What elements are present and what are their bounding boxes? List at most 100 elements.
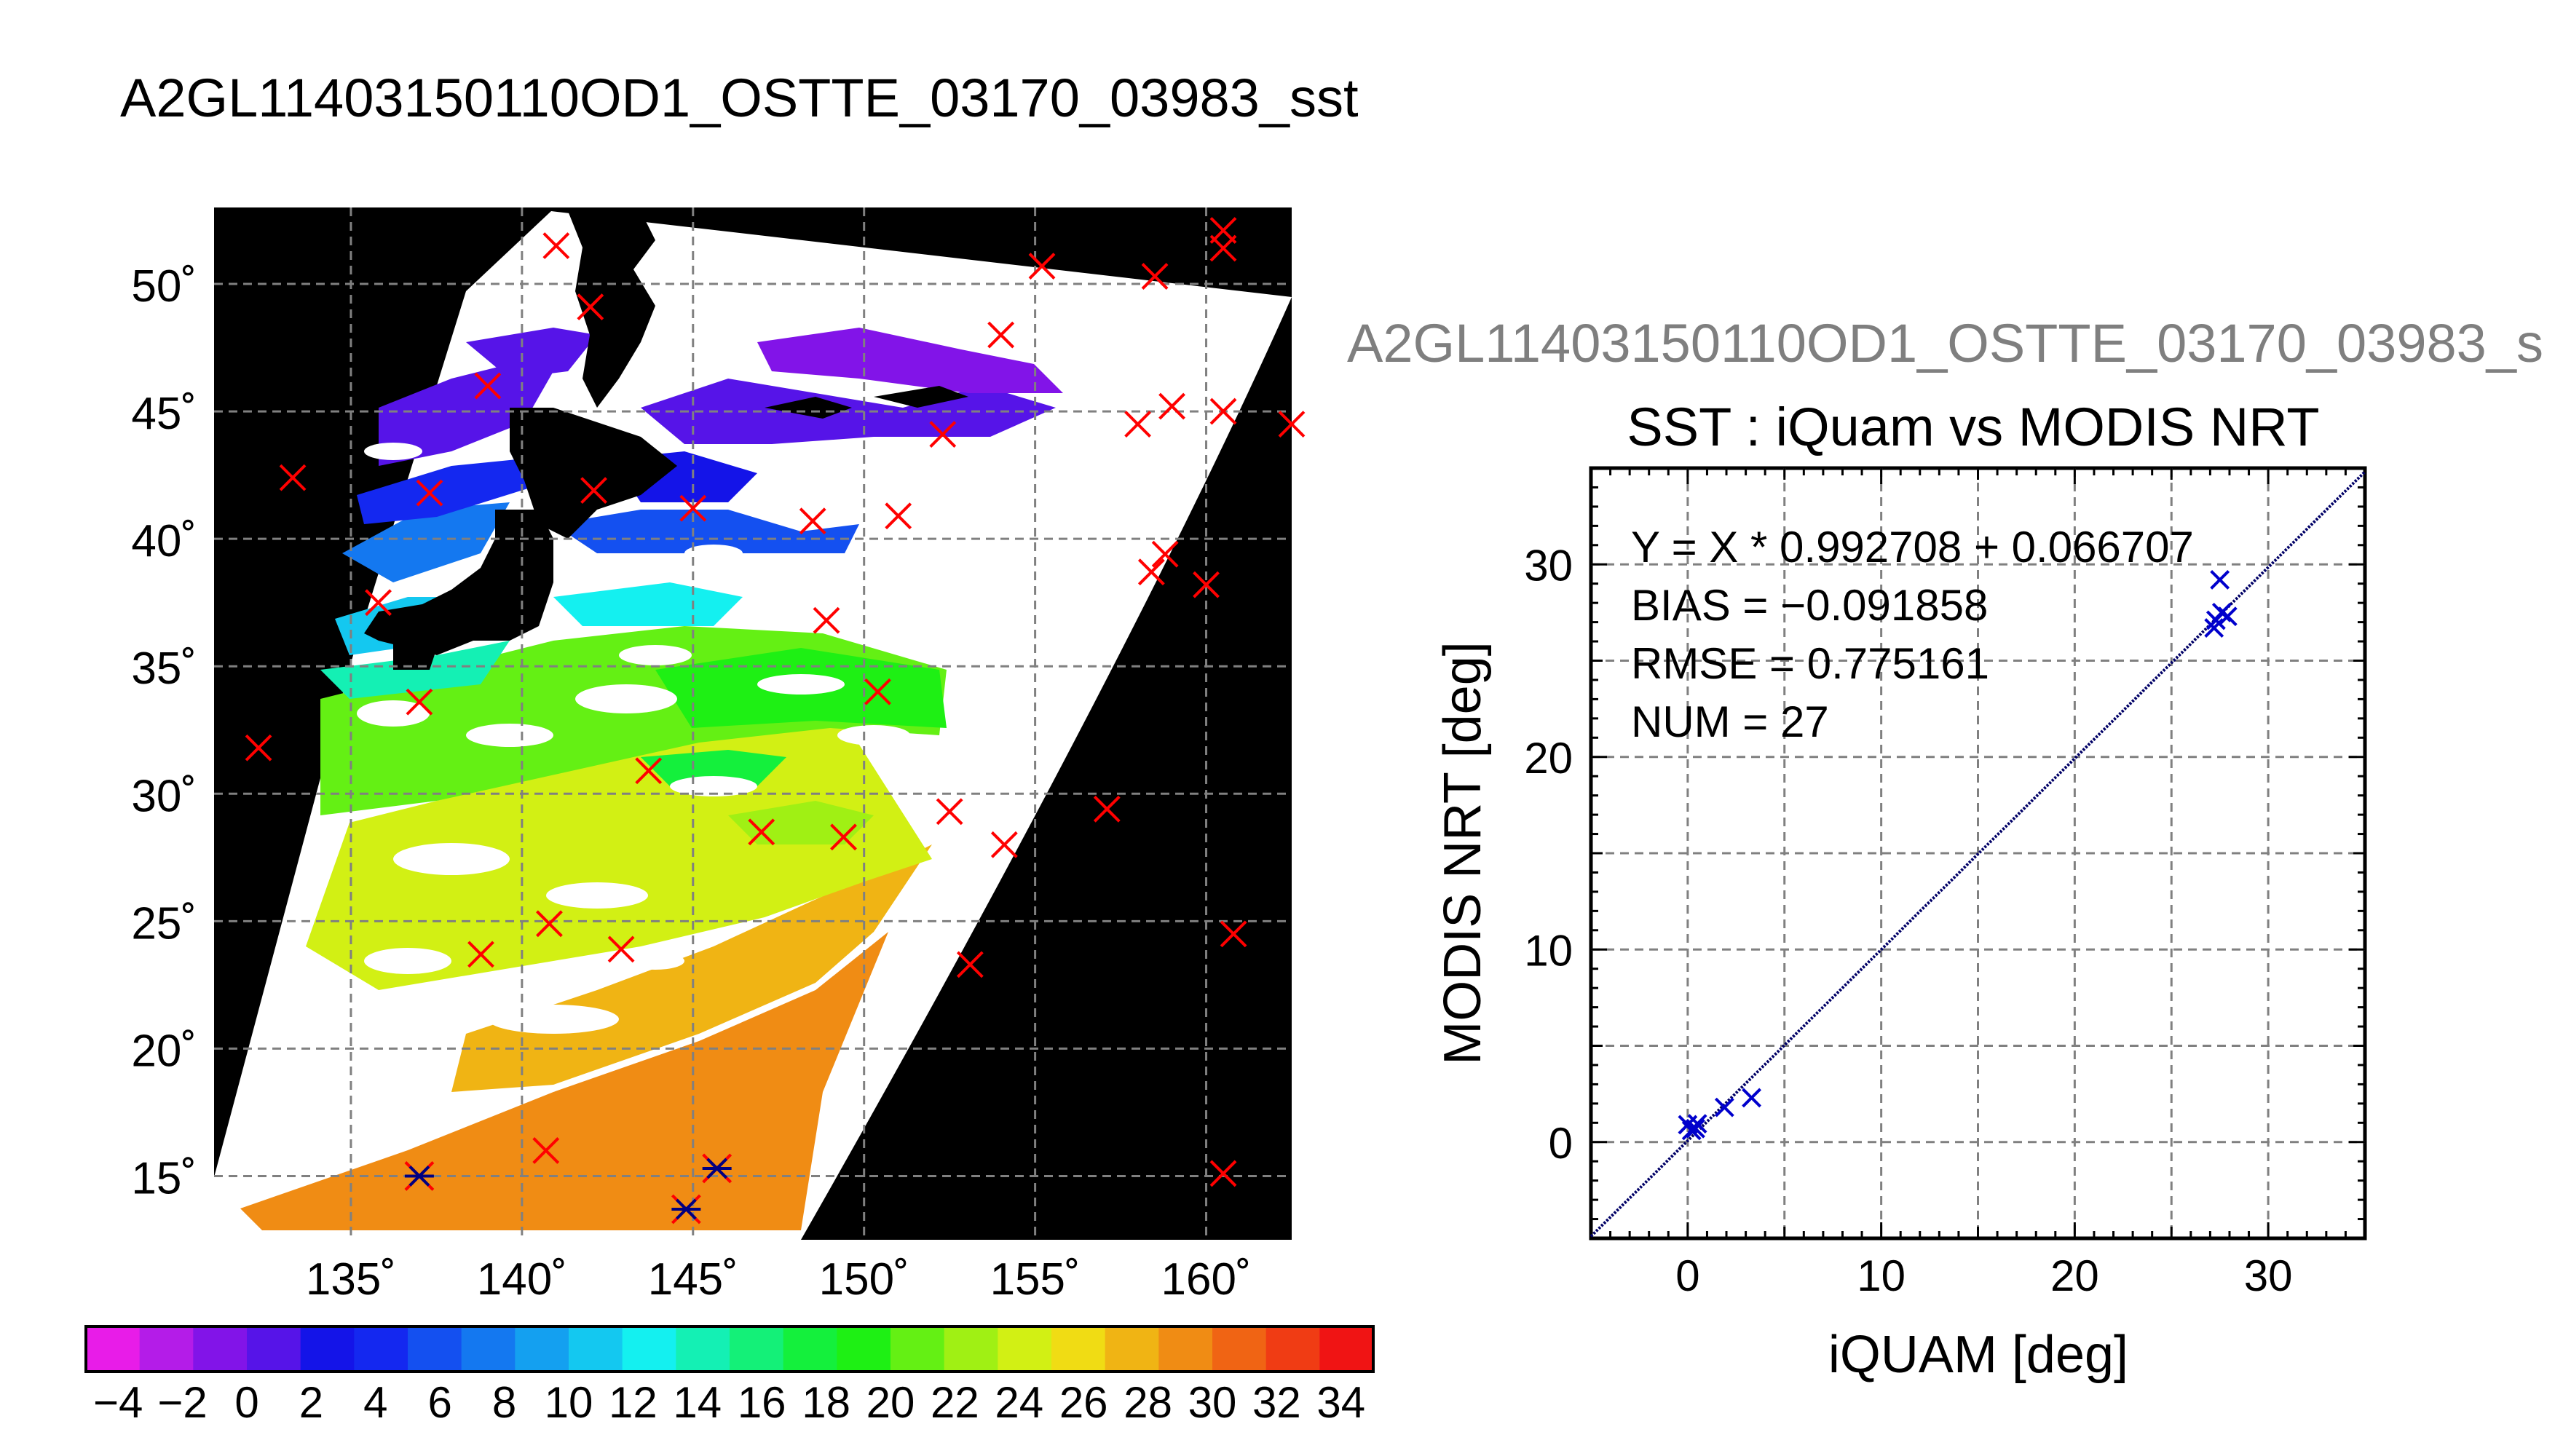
sst-field-region xyxy=(466,328,597,379)
colorbar-tick-label: 6 xyxy=(428,1378,452,1427)
map-latitude-label: 30˚ xyxy=(131,771,197,821)
map-matchup-marker xyxy=(580,477,607,505)
land-mass xyxy=(874,386,968,408)
colorbar-tick-label: 8 xyxy=(492,1378,516,1427)
colorbar-cell xyxy=(1212,1326,1267,1372)
colorbar-tick-label: 32 xyxy=(1252,1378,1301,1427)
colorbar-tick-labels: −4 −2 0 2 4 6 8 10 12 14 16 18 20 22 24 26 28 30 32 34 xyxy=(93,1378,1365,1427)
map-matchup-markers xyxy=(245,217,1306,1224)
map-matchup-marker xyxy=(416,479,443,507)
scatter-stat-line: Y = X * 0.992708 + 0.066707 xyxy=(1631,523,2194,571)
map-matchup-marker-stroke xyxy=(542,232,570,259)
map-matchup-marker-stroke xyxy=(748,818,775,846)
colorbar-cell xyxy=(408,1326,462,1372)
map-matchup-marker xyxy=(1209,1160,1237,1187)
map-matchup-marker xyxy=(936,798,963,826)
map-matchup-marker xyxy=(1158,392,1185,420)
colorbar-cell xyxy=(300,1326,355,1372)
scatter-y-tick-labels: 0 10 20 30 xyxy=(1524,541,1573,1168)
map-latitude-label: 20˚ xyxy=(131,1026,197,1076)
colorbar-frame xyxy=(84,1325,1375,1373)
map-matchup-marker-stroke xyxy=(987,321,1015,349)
colorbar-cell xyxy=(1158,1326,1213,1372)
colorbar-tick-label: 34 xyxy=(1316,1378,1365,1427)
scatter-y-tick-label: 10 xyxy=(1524,926,1573,975)
map-latitude-label: 15˚ xyxy=(131,1153,197,1203)
map-matchup-marker-stroke xyxy=(799,507,826,535)
map-matchup-marker-stroke xyxy=(467,941,494,968)
cloud-patch xyxy=(393,843,510,875)
cloud-patch xyxy=(488,1005,619,1034)
colorbar-cell xyxy=(998,1326,1052,1372)
map-matchup-marker-stroke xyxy=(1151,540,1179,568)
sst-colorbar: −4 −2 0 2 4 6 8 10 12 14 16 18 20 22 24 26 28 30 32 34 xyxy=(84,1325,1375,1427)
land-mass xyxy=(510,408,677,539)
sst-field-region xyxy=(240,932,888,1230)
map-matchup-marker-stroke xyxy=(830,823,857,851)
map-matchup-marker-stroke xyxy=(279,464,307,491)
map-matchup-marker-stroke xyxy=(1278,411,1306,438)
scatter-x-tick-label: 10 xyxy=(1857,1251,1906,1300)
cloud-patch xyxy=(466,724,553,747)
cloud-patch xyxy=(619,645,692,665)
cloud-patch xyxy=(364,443,422,460)
scatter-point xyxy=(1714,1097,1734,1117)
sst-field-region xyxy=(357,459,553,524)
map-matchup-marker-stroke xyxy=(956,951,984,978)
map-latitude-label: 45˚ xyxy=(131,389,197,439)
map-matchup-marker xyxy=(956,951,984,978)
colorbar-tick-label: 2 xyxy=(299,1378,323,1427)
map-matchup-marker xyxy=(1220,920,1247,948)
cloud-patch xyxy=(757,674,845,695)
sst-field-region xyxy=(306,699,932,990)
map-matchup-marker-stroke xyxy=(679,494,707,522)
scatter-point xyxy=(1687,1114,1707,1134)
colorbar-tick-label: 4 xyxy=(363,1378,387,1427)
map-matchup-marker xyxy=(577,293,604,320)
map-matchup-marker xyxy=(1209,397,1237,425)
scatter-panel: A2GL11403150110OD1_OSTTE_03170_03983_s S… xyxy=(1347,313,2543,1384)
scatter-ticks xyxy=(1590,467,2366,1240)
map-matchup-marker xyxy=(830,823,857,851)
cloud-patch xyxy=(684,545,743,562)
scatter-x-tick-label: 20 xyxy=(2050,1251,2099,1300)
map-matchup-marker-stroke xyxy=(365,589,392,617)
sst-field-region xyxy=(757,328,1063,393)
colorbar-cell xyxy=(354,1326,408,1372)
scatter-x-axis-label: iQUAM [deg] xyxy=(1828,1326,2128,1384)
map-matchup-marker xyxy=(1209,234,1237,262)
land-mass xyxy=(568,211,655,408)
colorbar-cell xyxy=(247,1326,301,1372)
colorbar-tick-label: 26 xyxy=(1059,1378,1108,1427)
colorbar-cell xyxy=(944,1326,998,1372)
map-matchup-marker-stroke xyxy=(245,734,272,761)
map-matchup-marker-stroke xyxy=(1220,920,1247,948)
map-matchup-marker-stroke xyxy=(1158,392,1185,420)
scatter-point-stroke xyxy=(1714,1097,1734,1117)
map-latitude-label: 35˚ xyxy=(131,644,197,694)
land-mass xyxy=(364,510,553,655)
map-matchup-marker xyxy=(245,734,272,761)
land-mass xyxy=(765,397,852,419)
map-matchup-marker-stroke xyxy=(1141,263,1169,290)
map-matchup-marker xyxy=(1141,263,1169,290)
map-matchup-marker-stroke xyxy=(1209,1160,1237,1187)
colorbar-cell xyxy=(1105,1326,1159,1372)
map-matchup-marker xyxy=(1028,253,1056,280)
map-matchup-marker xyxy=(1093,795,1121,823)
colorbar-cell xyxy=(569,1326,623,1372)
scatter-x-tick-labels: 0 10 20 30 xyxy=(1675,1251,2292,1300)
map-matchup-marker xyxy=(864,678,891,705)
colorbar-cell xyxy=(622,1326,676,1372)
sst-field-region xyxy=(379,364,553,466)
regression-fit-line xyxy=(1590,470,2366,1238)
map-longitude-label: 145˚ xyxy=(648,1254,738,1305)
colorbar-tick-label: 0 xyxy=(234,1378,258,1427)
colorbar-cell xyxy=(193,1326,248,1372)
sst-field-region xyxy=(641,750,786,786)
map-matchup-marker xyxy=(635,757,663,785)
scatter-point-stroke xyxy=(2204,618,2224,638)
scatter-point-stroke xyxy=(1687,1114,1707,1134)
land-mass xyxy=(393,641,437,670)
map-matchup-marker xyxy=(542,232,570,259)
